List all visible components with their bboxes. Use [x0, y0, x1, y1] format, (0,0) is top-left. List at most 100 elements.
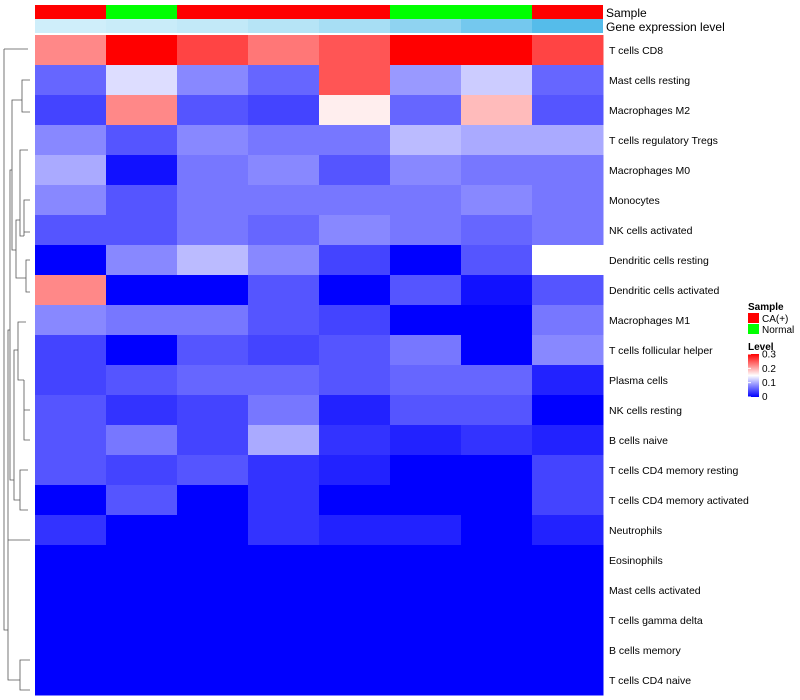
- heatmap-cell: [177, 575, 249, 606]
- heatmap-cell: [106, 635, 178, 666]
- heatmap-cell: [390, 245, 462, 276]
- row-label: B cells memory: [609, 645, 682, 657]
- heatmap-cell: [35, 155, 107, 186]
- heatmap-cell: [35, 605, 107, 636]
- heatmap-cell: [248, 95, 320, 126]
- sample-annotation-bar: [35, 5, 603, 19]
- heatmap-cell: [248, 35, 320, 66]
- heatmap-cell: [319, 395, 391, 426]
- legend-sample-swatch: [748, 313, 759, 323]
- legend-level-tick-label: 0.3: [762, 350, 776, 361]
- heatmap-cell: [532, 35, 604, 66]
- heatmap-cell: [177, 95, 249, 126]
- gene-expression-annotation-cell: [390, 19, 461, 33]
- heatmap-cell: [532, 275, 604, 306]
- heatmap-cell: [177, 185, 249, 216]
- heatmap-cell: [461, 155, 533, 186]
- row-label: NK cells activated: [609, 225, 693, 237]
- heatmap-cell: [248, 335, 320, 366]
- heatmap-cell: [461, 635, 533, 666]
- heatmap-cell: [319, 95, 391, 126]
- row-label: Dendritic cells resting: [609, 255, 709, 267]
- gene-expression-annotation-cell: [248, 19, 319, 33]
- heatmap-cell: [461, 65, 533, 96]
- heatmap-cell: [106, 335, 178, 366]
- heatmap-cell: [106, 125, 178, 156]
- heatmap-cell: [248, 635, 320, 666]
- heatmap-cell: [35, 215, 107, 246]
- heatmap-cell: [319, 185, 391, 216]
- legend-sample-label: Normal: [762, 325, 794, 336]
- heatmap-cell: [390, 305, 462, 336]
- heatmap-cell: [532, 365, 604, 396]
- heatmap-cell: [461, 185, 533, 216]
- heatmap-cell: [106, 185, 178, 216]
- heatmap-cell: [532, 515, 604, 546]
- row-label: Monocytes: [609, 195, 660, 207]
- heatmap-cell: [248, 545, 320, 576]
- heatmap-cell: [35, 125, 107, 156]
- sample-annotation-cell: [532, 5, 603, 19]
- heatmap-cell: [35, 455, 107, 486]
- heatmap-cell: [532, 545, 604, 576]
- heatmap-cell: [248, 275, 320, 306]
- legend-sample-swatch: [748, 324, 759, 334]
- heatmap-cell: [248, 365, 320, 396]
- heatmap-cell: [390, 635, 462, 666]
- sample-annotation-cell: [35, 5, 106, 19]
- heatmap-cell: [35, 95, 107, 126]
- heatmap-cell: [106, 65, 178, 96]
- heatmap-cell: [461, 275, 533, 306]
- heatmap-cell: [461, 215, 533, 246]
- heatmap-cell: [177, 335, 249, 366]
- heatmap-cell: [390, 215, 462, 246]
- heatmap-cell: [319, 485, 391, 516]
- heatmap-cell: [319, 515, 391, 546]
- sample-annotation-cell: [390, 5, 461, 19]
- heatmap-cell: [532, 575, 604, 606]
- heatmap-cell: [319, 35, 391, 66]
- row-label: Plasma cells: [609, 375, 668, 387]
- row-label: T cells CD4 memory activated: [609, 495, 749, 507]
- gene-expression-annotation-cell: [461, 19, 532, 33]
- heatmap-cell: [106, 365, 178, 396]
- heatmap-cell: [35, 65, 107, 96]
- sample-annotation-cell: [461, 5, 532, 19]
- sample-annotation-cell: [106, 5, 177, 19]
- heatmap-cell: [177, 635, 249, 666]
- heatmap-cell: [35, 545, 107, 576]
- heatmap-cell: [319, 425, 391, 456]
- heatmap-cell: [390, 95, 462, 126]
- legend-level-colorbar: [748, 354, 759, 397]
- heatmap-cell: [319, 575, 391, 606]
- heatmap-cell: [390, 335, 462, 366]
- heatmap-cell: [35, 245, 107, 276]
- heatmap-cell: [177, 425, 249, 456]
- heatmap-cell: [319, 665, 391, 696]
- heatmap-cell: [390, 395, 462, 426]
- heatmap-cell: [390, 155, 462, 186]
- heatmap-cell: [532, 335, 604, 366]
- heatmap-cell: [35, 515, 107, 546]
- heatmap-cell: [35, 635, 107, 666]
- sample-annotation-cell: [177, 5, 248, 19]
- heatmap-cell: [319, 635, 391, 666]
- heatmap-cell: [248, 455, 320, 486]
- heatmap-cell: [177, 605, 249, 636]
- legend-sample-label: CA(+): [762, 314, 788, 325]
- row-label: T cells gamma delta: [609, 615, 703, 627]
- heatmap-cell: [319, 545, 391, 576]
- heatmap-cell: [106, 95, 178, 126]
- heatmap-cell: [35, 365, 107, 396]
- row-label: Mast cells resting: [609, 75, 690, 87]
- heatmap-cell: [390, 665, 462, 696]
- heatmap-cell: [461, 95, 533, 126]
- heatmap-cell: [461, 605, 533, 636]
- heatmap-cell: [177, 515, 249, 546]
- heatmap-cell: [461, 575, 533, 606]
- heatmap-cell: [319, 245, 391, 276]
- heatmap-cell: [106, 35, 178, 66]
- heatmap-cell: [106, 515, 178, 546]
- heatmap-cell: [106, 455, 178, 486]
